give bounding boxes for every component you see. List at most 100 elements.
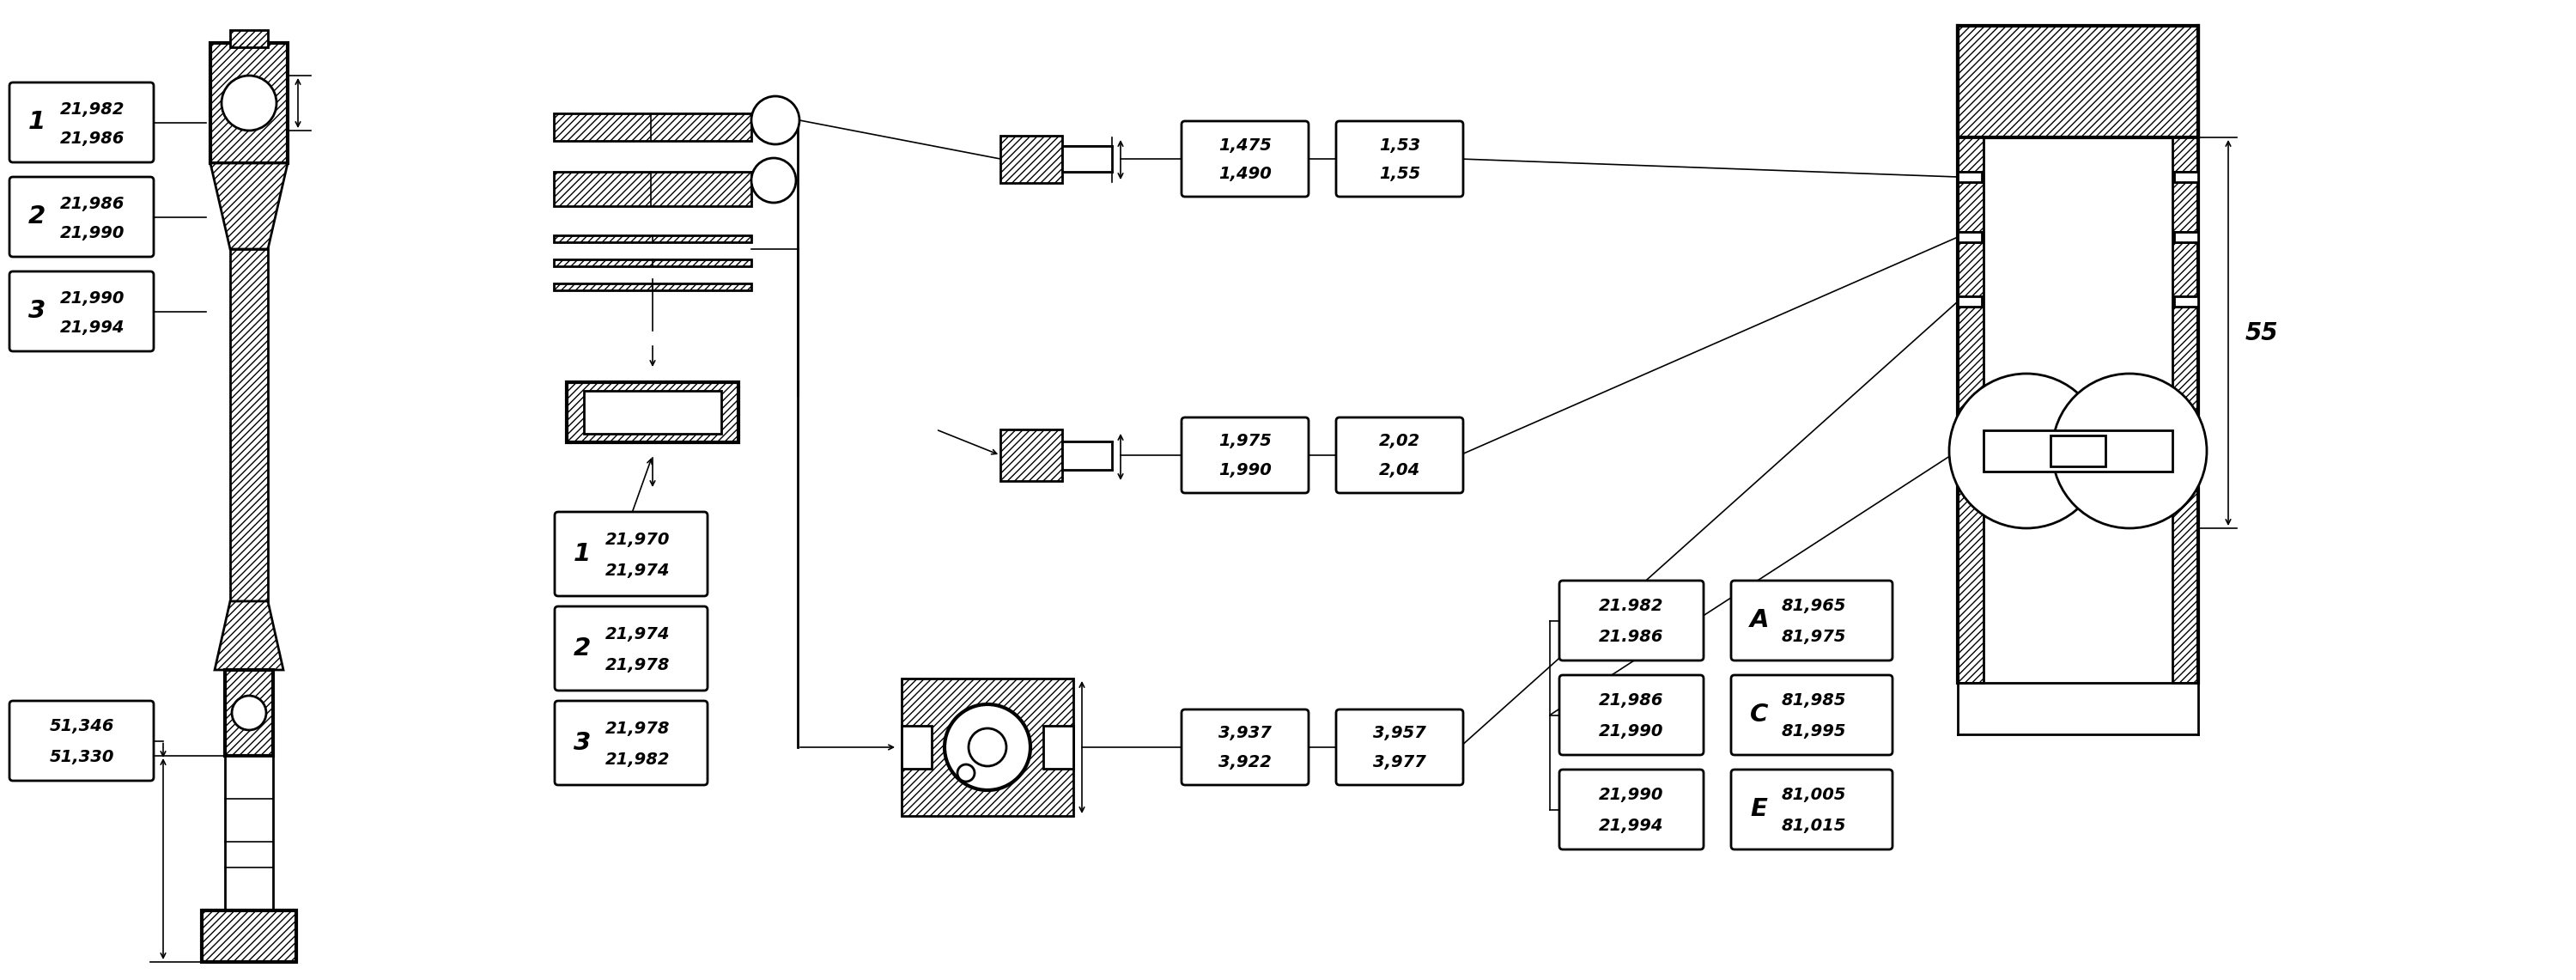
Text: 3,957: 3,957 xyxy=(1373,725,1427,742)
Text: 21,974: 21,974 xyxy=(605,563,670,579)
Bar xyxy=(999,429,1061,481)
Text: 21,982: 21,982 xyxy=(605,752,670,768)
Circle shape xyxy=(958,764,974,782)
Polygon shape xyxy=(214,601,283,670)
Bar xyxy=(999,135,1061,182)
Text: 21,990: 21,990 xyxy=(1600,787,1664,803)
Bar xyxy=(211,43,289,164)
Text: 1,55: 1,55 xyxy=(1378,166,1419,182)
FancyBboxPatch shape xyxy=(10,271,155,351)
FancyBboxPatch shape xyxy=(1731,769,1893,850)
Bar xyxy=(554,114,752,141)
Bar xyxy=(224,670,273,756)
FancyBboxPatch shape xyxy=(10,177,155,257)
Text: 21.986: 21.986 xyxy=(1600,628,1664,645)
Bar xyxy=(567,382,739,442)
Bar xyxy=(554,235,752,242)
Bar xyxy=(211,43,289,164)
Bar xyxy=(224,756,273,910)
Bar xyxy=(1984,430,2172,471)
Text: 21,986: 21,986 xyxy=(1600,692,1664,709)
Text: 3: 3 xyxy=(28,299,46,323)
Text: 1,490: 1,490 xyxy=(1218,166,1273,182)
Circle shape xyxy=(2053,373,2208,528)
FancyBboxPatch shape xyxy=(1337,710,1463,785)
Polygon shape xyxy=(211,164,289,249)
Text: 51,346: 51,346 xyxy=(49,718,113,734)
Text: 21,990: 21,990 xyxy=(59,224,124,241)
Text: 1: 1 xyxy=(28,111,46,134)
FancyBboxPatch shape xyxy=(10,82,155,163)
Bar xyxy=(1043,726,1074,768)
Circle shape xyxy=(222,75,276,130)
FancyBboxPatch shape xyxy=(1337,122,1463,197)
Bar xyxy=(554,172,752,206)
Bar xyxy=(229,30,268,47)
Bar xyxy=(1958,137,1984,683)
Text: 81,965: 81,965 xyxy=(1783,598,1847,614)
Text: 1,975: 1,975 xyxy=(1218,433,1273,450)
FancyBboxPatch shape xyxy=(554,607,708,691)
Bar xyxy=(1958,232,1981,242)
Circle shape xyxy=(1950,373,2105,528)
Circle shape xyxy=(232,696,265,730)
Text: 21,990: 21,990 xyxy=(1600,723,1664,739)
Bar xyxy=(554,283,752,290)
FancyBboxPatch shape xyxy=(10,701,155,781)
Text: 2: 2 xyxy=(574,636,590,661)
Text: 2,02: 2,02 xyxy=(1378,433,1419,450)
Bar xyxy=(2172,137,2197,683)
Text: 21.982: 21.982 xyxy=(1600,598,1664,614)
Text: 21,986: 21,986 xyxy=(59,130,124,147)
Bar xyxy=(902,726,933,768)
Bar xyxy=(554,283,752,290)
Text: 51,330: 51,330 xyxy=(49,749,113,765)
Bar xyxy=(229,30,268,47)
Bar xyxy=(1958,137,1984,683)
Text: 3,937: 3,937 xyxy=(1218,725,1273,742)
Bar xyxy=(2174,172,2197,182)
FancyBboxPatch shape xyxy=(1337,417,1463,493)
Bar xyxy=(554,172,752,206)
Bar xyxy=(224,670,273,756)
Text: 1,475: 1,475 xyxy=(1218,137,1273,153)
Text: 1,53: 1,53 xyxy=(1378,137,1419,153)
Bar xyxy=(229,249,268,601)
Text: 55: 55 xyxy=(2246,320,2277,345)
Text: 21,978: 21,978 xyxy=(605,721,670,737)
Bar xyxy=(554,114,752,141)
Bar xyxy=(2172,137,2197,683)
FancyBboxPatch shape xyxy=(1558,580,1703,661)
Bar xyxy=(2050,435,2105,466)
Text: E: E xyxy=(1749,798,1767,821)
Text: 3,977: 3,977 xyxy=(1373,755,1427,770)
Circle shape xyxy=(945,705,1030,790)
Text: 21,978: 21,978 xyxy=(605,658,670,673)
Text: 21,982: 21,982 xyxy=(59,101,124,118)
FancyBboxPatch shape xyxy=(1182,122,1309,197)
Bar xyxy=(902,678,1074,816)
Text: 81,005: 81,005 xyxy=(1783,787,1847,803)
Text: 81,015: 81,015 xyxy=(1783,817,1847,834)
FancyBboxPatch shape xyxy=(554,512,708,596)
Bar xyxy=(1061,146,1113,172)
FancyBboxPatch shape xyxy=(1731,675,1893,755)
Bar xyxy=(1958,296,1981,307)
Bar xyxy=(201,910,296,962)
Bar xyxy=(1958,25,2197,137)
Text: 21,974: 21,974 xyxy=(605,626,670,643)
Text: 2: 2 xyxy=(28,205,46,229)
Text: 1: 1 xyxy=(574,542,590,566)
FancyBboxPatch shape xyxy=(1731,580,1893,661)
Bar xyxy=(554,260,752,267)
Bar xyxy=(2174,296,2197,307)
Text: 21,994: 21,994 xyxy=(1600,817,1664,834)
Bar xyxy=(999,429,1061,481)
Bar xyxy=(999,135,1061,182)
Text: 1,990: 1,990 xyxy=(1218,463,1273,478)
FancyBboxPatch shape xyxy=(554,701,708,785)
FancyBboxPatch shape xyxy=(1558,675,1703,755)
Text: 3,922: 3,922 xyxy=(1218,755,1273,770)
Bar xyxy=(902,678,1074,816)
FancyBboxPatch shape xyxy=(1182,710,1309,785)
